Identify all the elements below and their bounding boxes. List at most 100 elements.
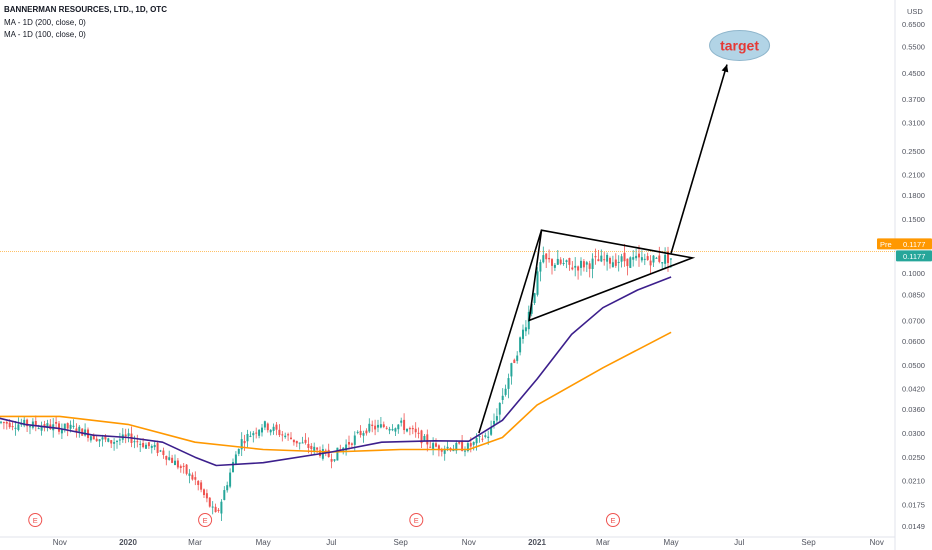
candle-body (58, 423, 60, 432)
candle-body (533, 293, 536, 304)
y-tick-label: 0.2500 (902, 147, 925, 156)
candle-body (510, 363, 513, 377)
candle-body (333, 459, 336, 461)
candle-body (142, 442, 145, 448)
candle-body (0, 421, 2, 423)
candle-body (461, 440, 464, 451)
candle-body (614, 259, 617, 266)
candle-body (481, 438, 484, 440)
candle-body (640, 257, 643, 261)
x-tick-label: Nov (53, 538, 67, 547)
candle-body (26, 419, 29, 427)
x-tick-label: May (664, 538, 679, 547)
x-tick-label: Sep (801, 538, 816, 547)
pre-value: 0.1177 (903, 240, 925, 249)
candle-body (507, 378, 510, 389)
candle-body (365, 430, 368, 434)
candle-body (484, 435, 487, 437)
candle-body (571, 267, 574, 270)
candle-body (162, 450, 165, 456)
candle-body (243, 440, 246, 444)
pre-price-box (877, 238, 932, 250)
y-tick-label: 0.0300 (902, 429, 925, 438)
candle-body (377, 424, 379, 428)
candle-body (174, 460, 176, 465)
y-tick-label: 0.2100 (902, 170, 925, 179)
candle-body (14, 427, 17, 429)
chart-legend: BANNERMAN RESOURCES, LTD., 1D, OTC MA - … (4, 4, 167, 42)
candle-body (466, 443, 469, 452)
candle-body (348, 442, 350, 445)
candle-body (551, 259, 553, 266)
candle-body (84, 429, 87, 436)
y-tick-label: 0.0175 (902, 501, 925, 510)
y-tick-label: 0.0500 (902, 361, 925, 370)
candle-body (411, 428, 414, 430)
candles (0, 243, 672, 521)
candle-body (519, 337, 522, 353)
candle-body (661, 262, 664, 264)
candle-body (478, 436, 481, 438)
y-tick-label: 0.3700 (902, 95, 925, 104)
candle-body (147, 442, 150, 447)
candle-body (330, 459, 333, 462)
candle-body (513, 359, 516, 363)
y-tick-label: 0.0210 (902, 476, 925, 485)
candle-body (420, 430, 423, 444)
candle-body (118, 439, 121, 441)
candle-body (214, 506, 217, 513)
candle-body (638, 253, 640, 258)
candle-body (168, 457, 171, 460)
candle-body (226, 485, 229, 491)
candle-body (408, 428, 411, 430)
candle-body (591, 258, 594, 269)
y-tick-label: 0.1500 (902, 215, 925, 224)
candle-body (626, 258, 629, 267)
candle-body (5, 422, 8, 424)
ma200-line (0, 331, 672, 453)
target-bubble (709, 29, 771, 61)
candle-body (203, 489, 205, 496)
candle-body (490, 427, 493, 435)
candle-body (139, 443, 142, 445)
candle-body (211, 506, 214, 508)
candle-body (200, 482, 203, 490)
candle-body (63, 423, 66, 430)
candle-body (574, 265, 577, 268)
candle-body (577, 266, 580, 271)
candle-body (116, 440, 118, 442)
candle-body (585, 262, 588, 265)
candle-body (582, 261, 585, 268)
candle-body (281, 434, 284, 436)
ma100-line (0, 276, 672, 467)
candle-body (414, 428, 417, 433)
x-tick-label: Sep (394, 538, 409, 547)
earnings-marker-label: E (33, 516, 38, 525)
candle-body (301, 442, 304, 444)
y-tick-label: 0.0850 (902, 291, 925, 300)
candle-body (185, 464, 188, 474)
y-tick-label: 0.0700 (902, 316, 925, 325)
candle-body (145, 444, 147, 449)
candle-body (232, 462, 234, 473)
candle-body (426, 434, 429, 445)
legend-ma200: MA - 1D (200, close, 0) (4, 17, 86, 27)
candle-body (284, 435, 287, 438)
candle-body (133, 441, 136, 443)
candle-body (667, 251, 669, 263)
candle-body (443, 448, 446, 454)
x-tick-label: Nov (870, 538, 884, 547)
candle-body (464, 450, 466, 452)
earnings-marker-label: E (203, 516, 208, 525)
candle-body (606, 254, 609, 262)
x-tick-label: 2021 (528, 538, 546, 547)
candle-body (617, 261, 620, 263)
earnings-marker-label: E (610, 516, 615, 525)
candle-body (597, 259, 600, 262)
candle-body (435, 443, 437, 447)
candle-body (17, 424, 20, 430)
candle-body (249, 435, 252, 437)
